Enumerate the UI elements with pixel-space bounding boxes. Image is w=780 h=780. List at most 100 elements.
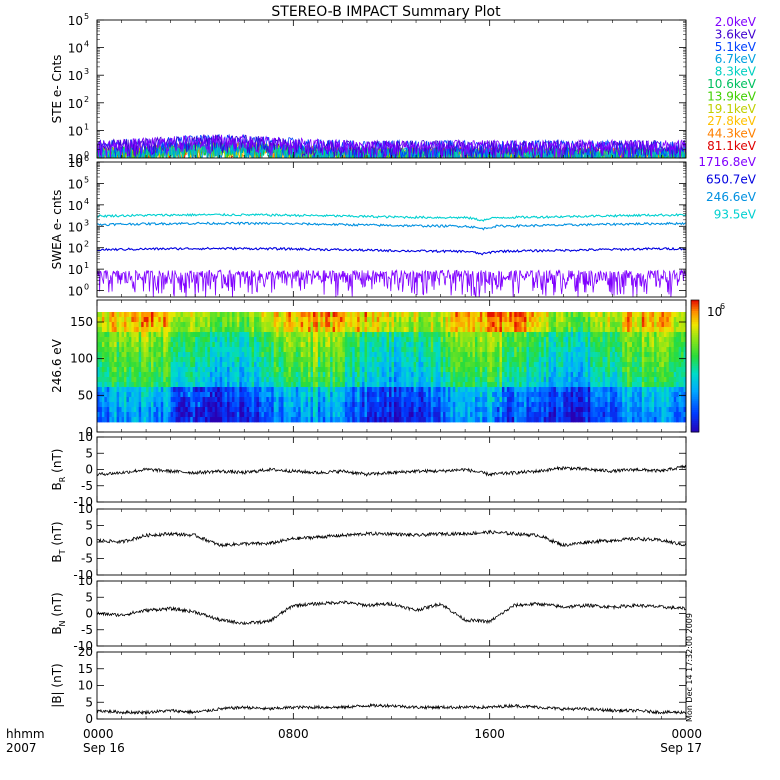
heatmap-cell xyxy=(266,347,270,353)
heatmap-cell xyxy=(359,407,363,413)
heatmap-cell xyxy=(273,337,277,343)
heatmap-cell xyxy=(320,387,324,393)
heatmap-cell xyxy=(514,397,518,403)
heatmap-cell xyxy=(627,327,630,333)
heatmap-cell xyxy=(298,377,302,383)
heatmap-cell xyxy=(398,312,402,318)
heatmap-cell xyxy=(619,327,623,333)
heatmap-cell xyxy=(398,417,402,423)
heatmap-cell xyxy=(369,372,373,378)
heatmap-cell xyxy=(192,327,196,333)
heatmap-cell xyxy=(366,322,370,328)
heatmap-cell xyxy=(182,382,186,388)
heatmap-cell xyxy=(384,322,387,328)
heatmap-cell xyxy=(128,312,132,318)
heatmap-cell xyxy=(484,312,488,318)
heatmap-cell xyxy=(452,342,456,348)
heatmap-cell xyxy=(602,317,606,323)
heatmap-cell xyxy=(229,352,233,358)
heatmap-cell xyxy=(177,342,181,348)
heatmap-cell xyxy=(489,327,493,333)
heatmap-cell xyxy=(335,352,338,358)
heatmap-cell xyxy=(521,317,525,323)
heatmap-cell xyxy=(612,407,616,413)
heatmap-cell xyxy=(119,407,122,413)
heatmap-cell xyxy=(190,352,194,358)
heatmap-cell xyxy=(433,382,437,388)
heatmap-cell xyxy=(374,352,378,358)
heatmap-cell xyxy=(332,347,336,353)
heatmap-cell xyxy=(590,352,594,358)
heatmap-cell xyxy=(411,397,414,403)
heatmap-cell xyxy=(128,372,132,378)
heatmap-cell xyxy=(200,417,203,423)
heatmap-cell xyxy=(293,347,297,353)
heatmap-cell xyxy=(239,377,243,383)
heatmap-cell xyxy=(160,332,164,338)
heatmap-cell xyxy=(632,367,635,373)
heatmap-cell xyxy=(553,342,557,348)
heatmap-cell xyxy=(281,387,284,393)
heatmap-cell xyxy=(155,367,159,373)
heatmap-cell xyxy=(408,352,412,358)
heatmap-cell xyxy=(298,337,302,343)
heatmap-cell xyxy=(406,312,410,318)
heatmap-cell xyxy=(354,357,358,363)
heatmap-cell xyxy=(590,417,594,423)
heatmap-cell xyxy=(531,402,535,408)
heatmap-cell xyxy=(239,402,243,408)
heatmap-cell xyxy=(121,372,125,378)
heatmap-cell xyxy=(551,402,554,408)
heatmap-cell xyxy=(298,392,302,398)
heatmap-cell xyxy=(266,342,270,348)
heatmap-cell xyxy=(450,382,454,388)
heatmap-cell xyxy=(308,367,311,373)
heatmap-cell xyxy=(411,367,414,373)
heatmap-cell xyxy=(511,402,515,408)
heatmap-cell xyxy=(531,357,535,363)
heatmap-cell xyxy=(526,377,530,383)
heatmap-cell xyxy=(374,362,378,368)
heatmap-cell xyxy=(200,387,203,393)
heatmap-cell xyxy=(600,382,603,388)
heatmap-cell xyxy=(389,392,392,398)
heatmap-cell xyxy=(315,372,319,378)
heatmap-cell xyxy=(462,372,466,378)
heatmap-cell xyxy=(393,397,397,403)
heatmap-cell xyxy=(617,372,621,378)
heatmap-cell xyxy=(536,347,540,353)
heatmap-cell xyxy=(109,367,113,373)
heatmap-cell xyxy=(126,397,130,403)
heatmap-cell xyxy=(435,362,439,368)
heatmap-cell xyxy=(582,347,586,353)
heatmap-cell xyxy=(158,342,162,348)
heatmap-cell xyxy=(163,337,167,343)
heatmap-cell xyxy=(173,392,176,398)
heatmap-cell xyxy=(548,342,552,348)
heatmap-cell xyxy=(337,367,341,373)
heatmap-cell xyxy=(335,382,338,388)
heatmap-cell xyxy=(443,382,446,388)
heatmap-cell xyxy=(533,347,537,353)
heatmap-cell xyxy=(214,352,218,358)
heatmap-cell xyxy=(472,352,476,358)
heatmap-cell xyxy=(521,362,525,368)
heatmap-cell xyxy=(141,317,145,323)
heatmap-cell xyxy=(256,387,260,393)
heatmap-cell xyxy=(612,402,616,408)
heatmap-cell xyxy=(597,392,601,398)
heatmap-cell xyxy=(268,387,272,393)
heatmap-cell xyxy=(470,367,473,373)
heatmap-cell xyxy=(138,357,142,363)
heatmap-cell xyxy=(614,387,618,393)
heatmap-cell xyxy=(506,347,510,353)
heatmap-cell xyxy=(128,327,132,333)
heatmap-cell xyxy=(128,387,132,393)
heatmap-cell xyxy=(649,352,653,358)
heatmap-cell xyxy=(585,327,589,333)
heatmap-cell xyxy=(236,412,240,418)
heatmap-cell xyxy=(165,312,169,318)
heatmap-cell xyxy=(541,407,545,413)
heatmap-cell xyxy=(622,397,626,403)
heatmap-cell xyxy=(511,337,515,343)
